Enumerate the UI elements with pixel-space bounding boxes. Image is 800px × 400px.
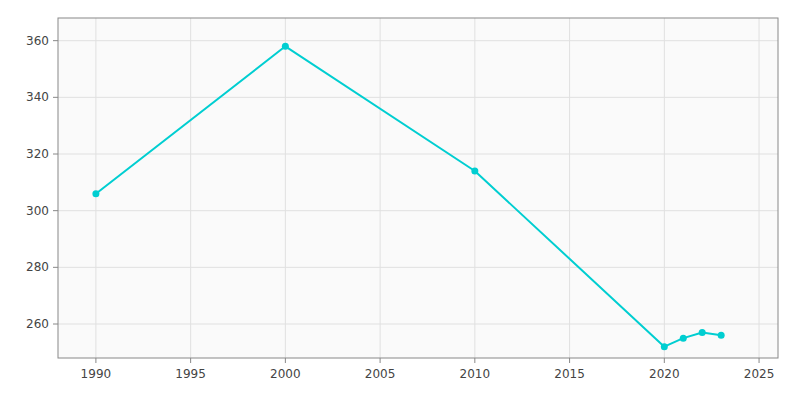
data-point (699, 329, 706, 336)
x-grid-line (474, 18, 475, 358)
x-tick-mark (95, 358, 96, 363)
y-tick-label: 340 (26, 90, 49, 104)
x-grid-line (95, 18, 96, 358)
x-tick-label: 2015 (554, 367, 585, 381)
x-grid-line (380, 18, 381, 358)
x-tick-label: 2020 (649, 367, 680, 381)
y-tick-mark (53, 210, 58, 211)
y-tick-mark (53, 97, 58, 98)
x-tick-label: 2010 (460, 367, 491, 381)
y-grid-line (58, 324, 778, 325)
x-tick-mark (380, 358, 381, 363)
data-point (661, 343, 668, 350)
y-tick-mark (53, 40, 58, 41)
y-grid-line (58, 267, 778, 268)
data-point (471, 168, 478, 175)
x-tick-mark (569, 358, 570, 363)
axes: 1990 1995 2000 2005 2010 2015 2020 2025 260 280 30… (26, 34, 774, 381)
x-tick-label: 2025 (744, 367, 775, 381)
y-tick-label: 300 (26, 204, 49, 218)
x-tick-label: 2005 (365, 367, 396, 381)
x-grid-line (664, 18, 665, 358)
x-tick-mark (664, 358, 665, 363)
y-tick-label: 280 (26, 260, 49, 274)
data-point (282, 43, 289, 50)
data-point (92, 190, 99, 197)
x-tick-label: 1990 (81, 367, 112, 381)
plot-background (58, 18, 778, 358)
grid (58, 18, 778, 358)
plot-frame (58, 18, 778, 358)
x-grid-line (569, 18, 570, 358)
x-tick-mark (285, 358, 286, 363)
y-tick-label: 360 (26, 34, 49, 48)
data-line (96, 46, 721, 346)
x-tick-label: 2000 (270, 367, 301, 381)
y-tick-mark (53, 267, 58, 268)
y-tick-mark (53, 324, 58, 325)
y-tick-label: 320 (26, 147, 49, 161)
chart-svg: 1990 1995 2000 2005 2010 2015 2020 2025 260 280 30… (0, 0, 800, 400)
y-grid-line (58, 97, 778, 98)
chart-container: 1990 1995 2000 2005 2010 2015 2020 2025 260 280 30… (0, 0, 800, 400)
x-grid-line (759, 18, 760, 358)
y-tick-mark (53, 154, 58, 155)
y-grid-line (58, 40, 778, 41)
x-tick-mark (474, 358, 475, 363)
x-grid-line (190, 18, 191, 358)
x-tick-label: 1995 (175, 367, 206, 381)
x-grid-line (285, 18, 286, 358)
y-grid-line (58, 210, 778, 211)
data-point (718, 332, 725, 339)
x-tick-mark (190, 358, 191, 363)
y-grid-line (58, 154, 778, 155)
x-tick-mark (759, 358, 760, 363)
data-layer (92, 43, 724, 350)
y-tick-label: 260 (26, 317, 49, 331)
data-point (680, 335, 687, 342)
